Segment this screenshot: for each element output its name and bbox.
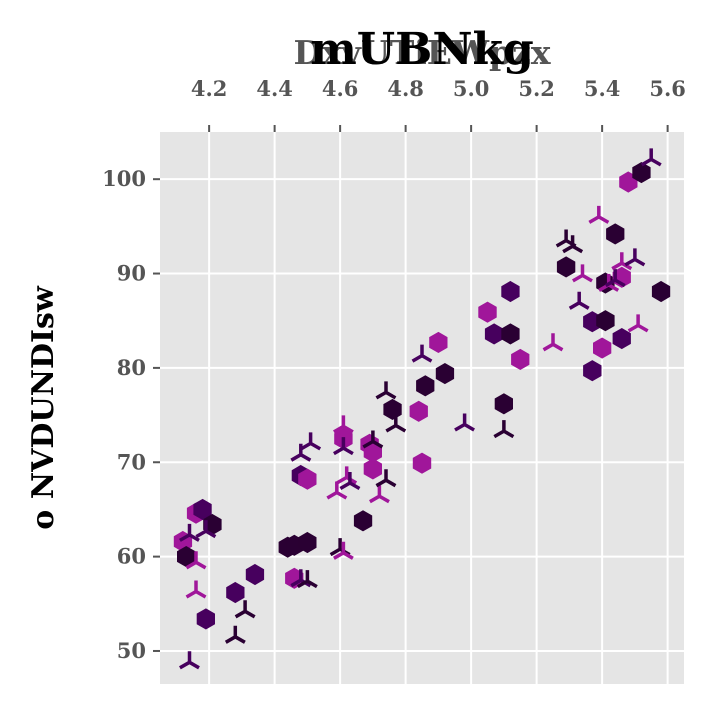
hexagon-point: [556, 256, 576, 278]
y-tick-label: 60: [117, 544, 146, 569]
hexagon-point: [196, 608, 215, 630]
x-tick-label: 5.4: [584, 76, 621, 101]
chart-title: mUBNkg: [310, 24, 534, 75]
hexagon-point: [583, 360, 602, 382]
tri-point: [562, 235, 584, 254]
hexagon-point: [363, 458, 382, 480]
tri-point: [542, 333, 564, 352]
hexagon-point: [416, 375, 435, 397]
tri-point: [333, 541, 354, 560]
y-axis-label: o NVDUNDIsw: [26, 285, 61, 530]
tri-point: [627, 314, 649, 333]
x-tick-label: 5.6: [649, 76, 686, 101]
tri-point: [411, 344, 433, 363]
tri-point: [179, 523, 200, 542]
tri-point: [493, 420, 515, 439]
hexagon-point: [412, 452, 432, 474]
hexagon-point: [383, 398, 402, 420]
hexagon-point: [435, 363, 455, 385]
tri-point: [224, 625, 246, 644]
hexagon-point: [193, 498, 212, 520]
hexagon-point: [478, 301, 497, 323]
hexagon-point: [245, 563, 265, 586]
tri-point: [568, 291, 590, 310]
tri-point: [185, 580, 207, 599]
tri-point: [640, 148, 662, 167]
hexagon-point: [226, 581, 245, 604]
tri-point: [333, 437, 354, 456]
x-axis-label: DxvUTiEWpzx: [293, 33, 550, 72]
x-tick-label: 4.6: [322, 76, 359, 101]
axis-ticks: 4.2 4.4 4.6 4.8 5.0 5.2 5.4 5.6 50 60 70 80 90 100: [102, 76, 686, 663]
tri-point: [375, 381, 397, 400]
hexagon-point: [298, 531, 317, 554]
tri-point: [369, 485, 390, 504]
hexagon-point: [501, 280, 520, 303]
y-tick-label: 100: [102, 166, 146, 191]
hexagon-point: [298, 468, 317, 490]
hexagon-point: [606, 223, 625, 245]
hexagon-point: [501, 323, 520, 345]
hexagon-point: [632, 162, 651, 184]
tri-point: [375, 469, 397, 488]
tri-point: [385, 414, 407, 433]
hexagon-point: [511, 348, 530, 370]
x-tick-label: 4.8: [387, 76, 424, 101]
tri-point: [604, 269, 626, 288]
data-points: [173, 148, 671, 670]
x-tick-label: 4.4: [256, 76, 293, 101]
tri-point: [290, 443, 312, 462]
tri-point: [195, 520, 217, 539]
hexagon-point: [593, 337, 612, 359]
hexagon-point: [494, 393, 513, 415]
hexagon-point: [409, 400, 428, 422]
hexagon-point: [651, 280, 671, 303]
tri-point: [339, 472, 361, 491]
y-tick-label: 90: [117, 261, 146, 286]
tri-point: [624, 248, 646, 267]
hexagon-point: [353, 510, 373, 532]
x-tick-label: 5.2: [518, 76, 555, 101]
tri-point: [185, 551, 207, 570]
y-tick-label: 70: [117, 449, 146, 474]
hexagon-point: [596, 310, 615, 332]
x-tick-label: 5.0: [453, 76, 490, 101]
tri-point: [179, 651, 200, 670]
hexagon-point: [429, 331, 448, 353]
tri-point: [333, 415, 354, 434]
x-tick-label: 4.2: [191, 76, 228, 101]
hexagon-point: [612, 328, 631, 350]
tri-point: [572, 264, 593, 283]
hexagon-point: [484, 323, 504, 345]
tri-point: [588, 205, 610, 224]
tri-point: [296, 570, 318, 589]
tri-point: [234, 600, 256, 619]
y-tick-label: 50: [117, 638, 146, 663]
tri-point: [300, 432, 322, 451]
tri-point: [326, 481, 348, 500]
tri-point: [362, 430, 384, 449]
y-tick-label: 80: [117, 355, 146, 380]
tri-point: [454, 413, 475, 432]
